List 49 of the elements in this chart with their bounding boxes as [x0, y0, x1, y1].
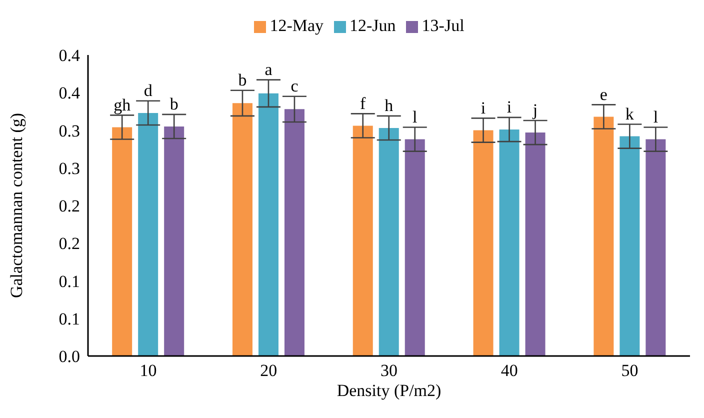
data-label: k: [625, 104, 634, 124]
bar: [594, 116, 614, 356]
x-tick-label: 20: [260, 361, 278, 380]
y-tick-label: 0.4: [58, 46, 80, 66]
data-label: i: [480, 98, 486, 118]
legend-label: 12-May: [270, 16, 324, 35]
bar: [112, 127, 132, 356]
x-tick-label: 50: [621, 361, 638, 380]
data-label: l: [412, 107, 418, 126]
bar: [499, 130, 520, 356]
bar: [138, 112, 158, 356]
data-label: d: [144, 81, 153, 100]
y-tick-label: 0.2: [58, 234, 80, 254]
y-tick-label: 0.3: [58, 121, 80, 140]
bar: [378, 128, 399, 356]
bar: [620, 136, 640, 356]
data-label: i: [506, 98, 512, 117]
legend-label: 13-Jul: [422, 16, 464, 35]
data-label: f: [360, 94, 366, 113]
x-tick-label: 40: [500, 361, 518, 380]
bar: [404, 139, 425, 356]
bar: [473, 130, 494, 356]
x-tick-label: 30: [380, 361, 398, 380]
data-label: b: [238, 70, 247, 90]
y-tick-label: 0.1: [58, 309, 80, 328]
y-tick-label: 0.1: [58, 272, 80, 291]
y-tick-label: 0.3: [58, 158, 80, 178]
data-label: c: [290, 76, 299, 96]
x-axis-title: Density (P/m2): [336, 381, 442, 400]
x-tick-label: 10: [140, 361, 157, 380]
y-tick-label: 0.4: [58, 84, 80, 103]
y-tick-label: 0.0: [58, 347, 80, 366]
data-label: a: [264, 60, 273, 79]
y-axis-title: Galactomannan content (g): [7, 112, 26, 298]
data-label: b: [170, 94, 178, 114]
data-label: e: [600, 84, 608, 104]
data-label: h: [384, 96, 394, 116]
data-label: gh: [114, 95, 132, 114]
legend-label: 12-Jun: [350, 16, 396, 35]
bar: [525, 132, 546, 356]
bar: [352, 126, 373, 356]
y-tick-label: 0.2: [58, 196, 80, 216]
bar: [646, 139, 666, 356]
bar: [232, 103, 252, 356]
bar: [258, 93, 278, 356]
data-label: j: [532, 100, 538, 120]
bar: [164, 126, 184, 356]
bar: [284, 109, 304, 356]
data-label: l: [653, 107, 658, 126]
